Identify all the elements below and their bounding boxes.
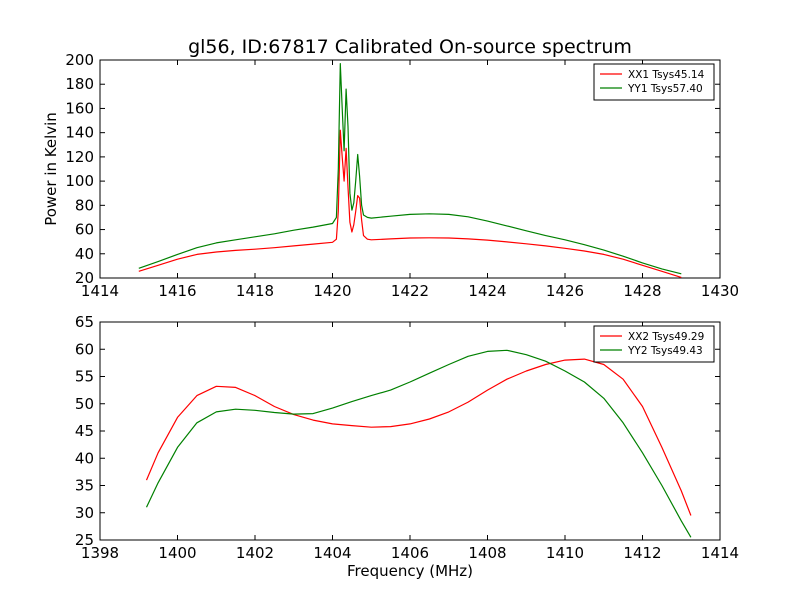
x-tick-label: 1428 — [623, 282, 661, 300]
x-tick-label: 1398 — [81, 544, 119, 562]
y-tick-label: 35 — [75, 477, 94, 495]
bottom-panel: 1398 1400 1402 1404 1406 1408 1410 1412 1414 25 30… — [75, 313, 739, 580]
y-tick-label: 120 — [65, 148, 94, 166]
series-line-1 — [138, 129, 682, 278]
y-tick-label: 80 — [75, 196, 94, 214]
x-axis-label: Frequency (MHz) — [347, 562, 473, 580]
y-tick-label: 60 — [75, 221, 94, 239]
legend-label: YY1 Tsys57.40 — [627, 83, 703, 95]
y-tick-label: 60 — [75, 340, 94, 358]
y-tick-label: 20 — [75, 269, 94, 287]
legend-label: XX2 Tsys49.29 — [628, 331, 704, 343]
x-tick-label: 1414 — [81, 282, 119, 300]
x-tick-label: 1422 — [391, 282, 429, 300]
y-tick-label: 45 — [75, 422, 94, 440]
y-tick-label: 40 — [75, 449, 94, 467]
legend-box — [593, 325, 715, 363]
y-tick-label: 160 — [65, 99, 94, 117]
legend-box — [593, 63, 715, 101]
x-tick-label: 1418 — [236, 282, 274, 300]
legend-label: XX1 Tsys45.14 — [628, 69, 705, 81]
series-line-1 — [145, 358, 692, 516]
x-tick-label: 1406 — [391, 544, 429, 562]
y-tick-label: 100 — [65, 172, 94, 190]
y-tick-label: 50 — [75, 395, 94, 413]
x-tick-label: 1424 — [468, 282, 506, 300]
x-tick-label: 1414 — [701, 544, 739, 562]
y-tick-label: 65 — [75, 313, 94, 331]
chart-title: gl56, ID:67817 Calibrated On-source spec… — [188, 36, 632, 58]
y-tick-label: 180 — [65, 75, 94, 93]
legend: XX2 Tsys49.29 YY2 Tsys49.43 — [593, 325, 715, 363]
x-tick-label: 1416 — [158, 282, 196, 300]
series-line-2 — [145, 349, 692, 538]
legend: XX1 Tsys45.14 YY1 Tsys57.40 — [593, 63, 715, 101]
y-axis-label: Power in Kelvin — [42, 112, 60, 226]
x-tick-label: 1426 — [546, 282, 584, 300]
y-tick-label: 140 — [65, 124, 94, 142]
legend-label: YY2 Tsys49.43 — [627, 345, 703, 357]
y-tick-label: 25 — [75, 531, 94, 549]
x-tick-label: 1404 — [313, 544, 351, 562]
x-tick-label: 1400 — [158, 544, 196, 562]
x-tick-label: 1420 — [313, 282, 351, 300]
x-tick-label: 1410 — [546, 544, 584, 562]
x-tick-label: 1430 — [701, 282, 739, 300]
y-tick-label: 200 — [65, 51, 94, 69]
x-tick-label: 1412 — [623, 544, 661, 562]
series-line-2 — [138, 62, 682, 275]
top-panel: 1414 1416 1418 1420 1422 1424 1426 1428 1430 20 40… — [42, 51, 739, 300]
x-tick-label: 1408 — [468, 544, 506, 562]
x-tick-label: 1402 — [236, 544, 274, 562]
y-tick-label: 40 — [75, 245, 94, 263]
y-tick-label: 30 — [75, 504, 94, 522]
y-tick-label: 55 — [75, 368, 94, 386]
